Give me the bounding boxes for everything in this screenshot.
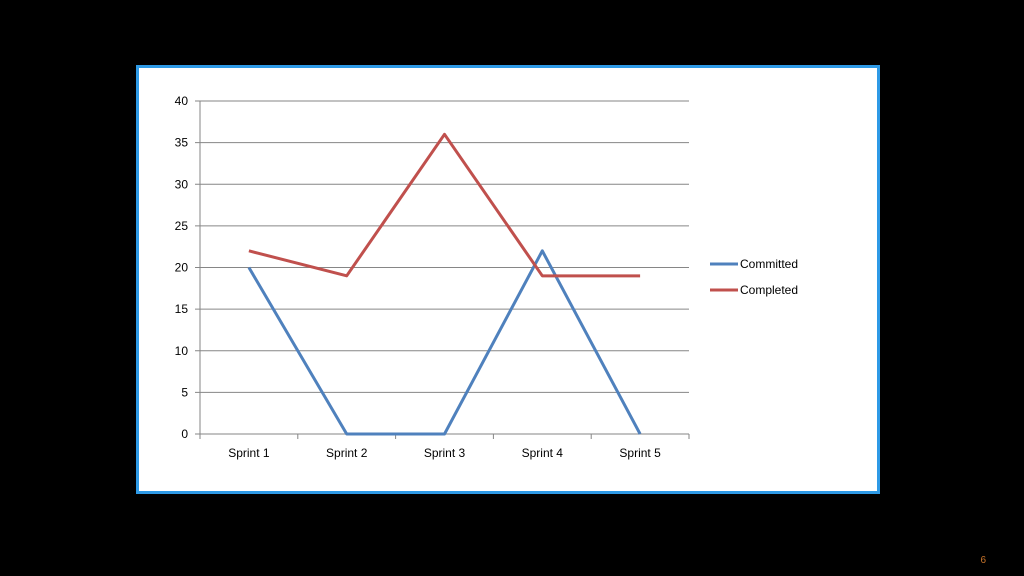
page-number: 6 [980,555,986,566]
y-tick-label: 40 [175,94,189,108]
legend: Committed Completed [710,257,798,297]
y-tick-label: 25 [175,219,189,233]
series-line-committed [247,249,642,436]
x-tick-label: Sprint 5 [619,446,661,460]
x-tick-label: Sprint 3 [424,446,466,460]
y-tick-labels: 0 5 10 15 20 25 30 35 40 [175,94,189,441]
y-tick-label: 30 [175,177,189,191]
y-tick-label: 35 [175,136,189,150]
x-tick-label: Sprint 1 [228,446,270,460]
x-tick-labels: Sprint 1 Sprint 2 Sprint 3 Sprint 4 Sprint 5 [228,446,661,460]
series-line-completed [248,132,641,278]
x-tick-label: Sprint 4 [522,446,564,460]
chart-frame: 0 5 10 15 20 25 30 35 40 Sprint 1 Sprint 2 Sprint … [136,65,880,494]
y-tick-label: 5 [181,385,188,399]
y-tick-label: 0 [181,427,188,441]
legend-label-committed: Committed [740,257,798,271]
legend-label-completed: Completed [740,283,798,297]
y-tick-label: 10 [175,344,189,358]
y-tick-label: 15 [175,302,189,316]
series-lines [247,132,642,436]
gridlines [200,100,689,435]
x-tick-label: Sprint 2 [326,446,368,460]
y-tick-label: 20 [175,261,189,275]
